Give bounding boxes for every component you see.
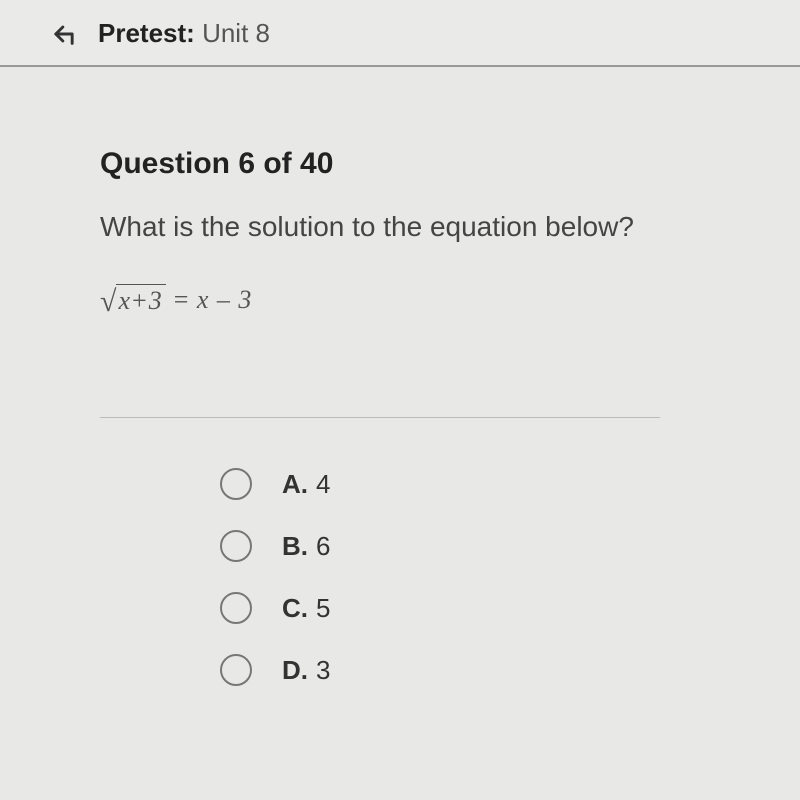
option-b[interactable]: B.6 [220,530,730,562]
question-content: Question 6 of 40 What is the solution to… [0,67,800,756]
option-label: C.5 [282,593,330,624]
answer-options: A.4 B.6 C.5 D.3 [100,468,730,686]
option-label: B.6 [282,531,330,562]
option-c[interactable]: C.5 [220,592,730,624]
option-label: D.3 [282,655,330,686]
radicand: x+3 [116,284,165,316]
radio-icon[interactable] [220,592,252,624]
option-label: A.4 [282,469,330,500]
header-bar: Pretest: Unit 8 [0,0,800,67]
option-d[interactable]: D.3 [220,654,730,686]
page-title: Pretest: Unit 8 [98,18,270,49]
equation-rhs: = x – 3 [172,285,252,315]
back-arrow-icon[interactable] [50,20,78,48]
equation-display: √ x+3 = x – 3 [100,283,730,367]
radio-icon[interactable] [220,468,252,500]
radio-icon[interactable] [220,530,252,562]
question-prompt: What is the solution to the equation bel… [100,211,730,243]
title-label: Pretest: [98,18,195,48]
divider-line [100,417,660,418]
option-a[interactable]: A.4 [220,468,730,500]
radio-icon[interactable] [220,654,252,686]
title-unit: Unit 8 [202,18,270,48]
question-heading: Question 6 of 40 [100,147,730,181]
radical-icon: √ [100,285,116,319]
